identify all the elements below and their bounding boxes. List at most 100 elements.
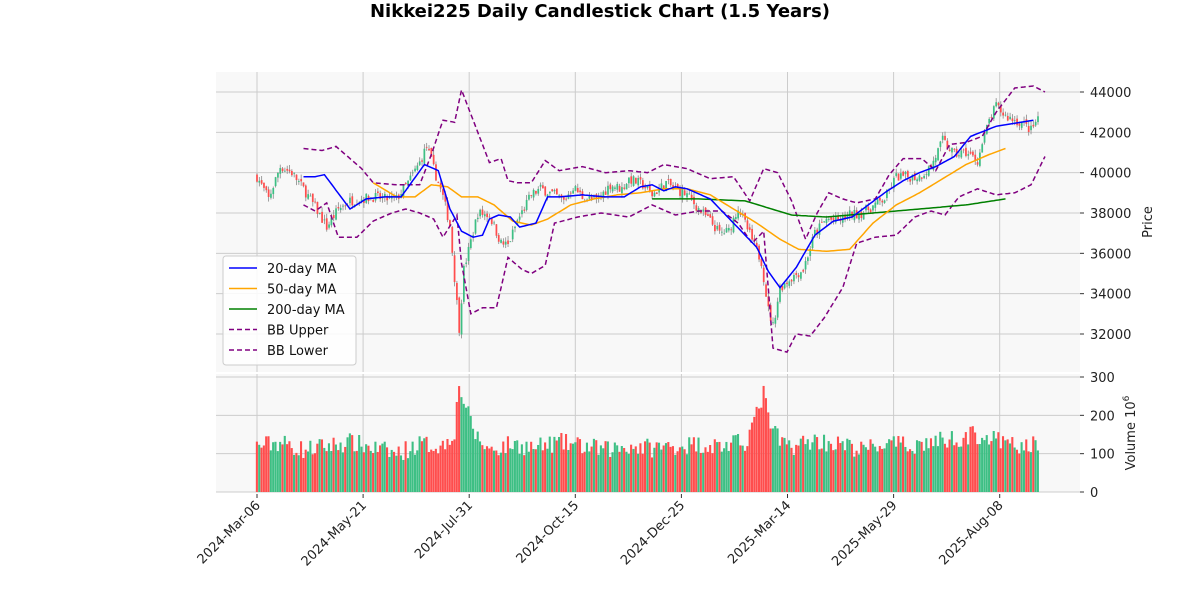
candle-body [607, 185, 609, 195]
candle-body [372, 199, 375, 202]
candle-body [611, 186, 614, 192]
volume-bar [406, 458, 410, 492]
candle-body [535, 190, 537, 194]
volume-bar [632, 448, 635, 492]
volume-tick-label: 100 [1090, 448, 1115, 463]
volume-bar [915, 440, 919, 492]
candle-body [539, 184, 542, 187]
volume-bar [630, 444, 633, 492]
candle-body [386, 196, 389, 201]
candle-body [648, 185, 651, 191]
volume-bar [344, 446, 347, 492]
candle-body [555, 188, 558, 195]
volume-bar [904, 446, 907, 492]
candle-body [951, 148, 953, 153]
volume-bar [613, 442, 616, 492]
candle-body [786, 282, 788, 284]
volume-bar [623, 447, 626, 492]
volume-bar [736, 434, 740, 492]
volume-bar [688, 437, 691, 492]
candle-body [518, 216, 521, 220]
volume-bar [1032, 436, 1035, 492]
volume-bar [472, 428, 475, 492]
volume-bar [274, 441, 277, 492]
candle-body [737, 210, 740, 219]
volume-bar [323, 447, 326, 492]
volume-bar [295, 452, 298, 492]
volume-bar [927, 448, 930, 492]
candle-body [274, 177, 277, 187]
volume-bar [346, 437, 349, 492]
volume-bar [697, 437, 700, 492]
candle-body [927, 166, 930, 176]
candle-body [800, 272, 802, 279]
candle-body [1011, 118, 1014, 122]
candle-body [676, 184, 679, 189]
volume-bar [523, 455, 526, 492]
volume-bar [818, 449, 821, 492]
candle-body [621, 187, 623, 194]
volume-bar [330, 451, 333, 492]
candle-body [969, 151, 972, 154]
volume-bar [541, 450, 544, 492]
candle-body [1004, 114, 1007, 116]
candle-body [688, 193, 691, 195]
volume-bar [627, 453, 630, 492]
candle-body [804, 261, 807, 270]
candle-body [453, 255, 456, 283]
candle-body [934, 157, 937, 163]
candle-body [904, 171, 907, 175]
volume-bar [609, 456, 612, 492]
volume-bar [943, 443, 946, 492]
volume-bar [585, 442, 588, 492]
volume-bar [1015, 449, 1019, 492]
candle-body [551, 189, 554, 192]
price-tick-label: 38000 [1090, 207, 1131, 222]
candle-body [525, 199, 528, 211]
candle-body [960, 150, 963, 158]
volume-bar [425, 436, 428, 492]
volume-bar [857, 454, 860, 492]
volume-bar [855, 450, 858, 492]
candle-body [709, 214, 712, 218]
candle-body [809, 248, 812, 256]
candle-body [802, 269, 805, 272]
volume-bar [1034, 440, 1037, 492]
volume-bar [771, 428, 774, 492]
volume-bar [869, 439, 872, 492]
volume-bar [432, 451, 435, 492]
candle-body [748, 227, 751, 230]
volume-bar [955, 442, 958, 492]
volume-bar [822, 434, 826, 492]
candle-body [760, 258, 763, 267]
volume-bar [813, 434, 816, 492]
candle-body [602, 191, 605, 199]
volume-bar [1011, 437, 1014, 492]
candle-body [667, 179, 670, 180]
volume-bar [544, 442, 547, 492]
legend: 20-day MA 50-day MA 200-day MA BB Upper BB L… [222, 255, 357, 366]
candle-body [363, 201, 365, 203]
candle-body [1034, 121, 1037, 126]
volume-bar [757, 408, 761, 492]
volume-bar [362, 452, 365, 492]
candle-body [646, 186, 649, 189]
candle-body [304, 185, 307, 198]
candle-body [614, 187, 616, 189]
candle-body [309, 195, 312, 197]
candle-body [865, 205, 867, 211]
candle-body [976, 162, 979, 165]
volume-bar [778, 445, 781, 492]
volume-bar [655, 442, 658, 492]
volume-bar [1027, 451, 1030, 492]
date-tick-label: 2025-Aug-08 [936, 498, 1006, 568]
volume-bar [1004, 440, 1007, 492]
volume-bar [832, 450, 835, 492]
volume-bar [509, 448, 512, 492]
candle-body [953, 148, 956, 150]
candle-body [418, 161, 421, 165]
candle-body [639, 177, 642, 180]
candle-body [635, 177, 637, 184]
candle-body [1016, 118, 1018, 126]
candle-body [325, 218, 328, 230]
